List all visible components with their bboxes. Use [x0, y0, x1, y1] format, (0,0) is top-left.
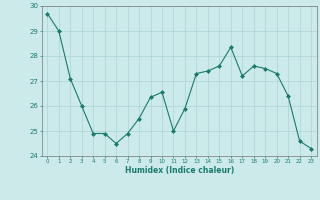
- X-axis label: Humidex (Indice chaleur): Humidex (Indice chaleur): [124, 166, 234, 175]
